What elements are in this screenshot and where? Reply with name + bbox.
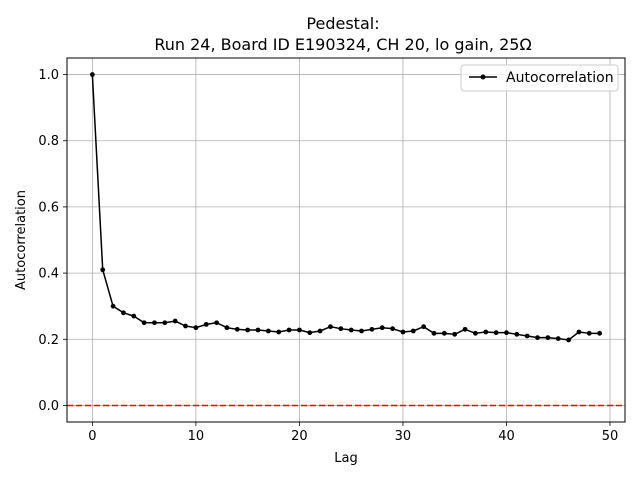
data-point: [462, 326, 468, 332]
data-point: [566, 337, 571, 343]
data-point: [265, 328, 271, 334]
data-point: [203, 321, 209, 327]
data-point: [110, 303, 116, 309]
data-point: [162, 320, 168, 326]
x-axis: 0 10 20 30 40 50: [88, 422, 618, 444]
data-point: [193, 325, 199, 331]
data-point: [441, 330, 447, 336]
data-point: [483, 329, 489, 335]
chart-title-line1: Pedestal:: [306, 14, 379, 33]
x-tick-label: 50: [602, 429, 619, 444]
y-tick-label: 0.8: [38, 134, 59, 149]
data-point: [452, 331, 458, 337]
data-point: [493, 330, 499, 336]
data-point: [400, 329, 406, 335]
y-tick-label: 0.2: [38, 333, 59, 348]
y-tick-label: 0.6: [38, 200, 59, 215]
data-point: [524, 333, 530, 339]
x-tick-label: 30: [395, 429, 412, 444]
data-point: [307, 330, 313, 336]
grid: [67, 58, 625, 422]
data-point: [555, 336, 561, 342]
y-tick-label: 0.4: [38, 267, 59, 282]
legend: Autocorrelation: [460, 64, 619, 92]
data-point: [421, 324, 427, 330]
data-point: [586, 330, 592, 336]
data-point: [172, 318, 178, 324]
plot-frame: [66, 57, 626, 423]
data-point: [410, 328, 416, 334]
x-tick-label: 10: [188, 429, 205, 444]
data-point: [317, 328, 323, 334]
data-point: [535, 335, 540, 341]
x-tick-label: 40: [498, 429, 515, 444]
data-point: [141, 320, 147, 326]
data-point: [431, 330, 437, 336]
data-point: [379, 325, 385, 331]
series-layer: [89, 72, 603, 343]
data-point: [234, 326, 240, 332]
data-point: [224, 325, 230, 331]
data-point: [286, 327, 292, 333]
y-tick-label: 1.0: [38, 68, 59, 83]
data-point: [183, 323, 188, 329]
y-axis: 0.0 0.2 0.4 0.6 0.8 1.0: [38, 68, 67, 414]
data-point: [473, 330, 478, 336]
data-point: [276, 329, 282, 335]
data-point: [576, 329, 582, 335]
data-point: [359, 328, 364, 334]
data-point: [100, 267, 106, 273]
data-point: [597, 330, 603, 336]
data-point: [152, 320, 157, 326]
data-point: [369, 326, 375, 332]
data-point: [328, 324, 333, 330]
legend-marker-swatch: [480, 74, 486, 80]
data-point: [514, 331, 520, 337]
y-tick-label: 0.0: [38, 399, 59, 414]
x-axis-label: Lag: [334, 451, 357, 466]
data-point: [545, 335, 551, 341]
data-point: [390, 326, 395, 332]
legend-box: [460, 64, 619, 92]
data-point: [214, 320, 219, 326]
data-point: [297, 327, 302, 333]
data-point: [89, 72, 95, 77]
data-point: [245, 327, 251, 333]
data-point: [131, 313, 137, 319]
data-point: [121, 310, 126, 316]
y-axis-label: Autocorrelation: [14, 190, 29, 290]
data-point: [338, 326, 344, 332]
data-point: [348, 327, 354, 333]
legend-label: Autocorrelation: [506, 70, 614, 86]
chart-title-line2: Run 24, Board ID E190324, CH 20, lo gain…: [154, 35, 531, 54]
data-point: [255, 327, 261, 333]
data-point: [504, 330, 509, 336]
x-tick-label: 0: [88, 429, 96, 444]
x-tick-label: 20: [291, 429, 308, 444]
